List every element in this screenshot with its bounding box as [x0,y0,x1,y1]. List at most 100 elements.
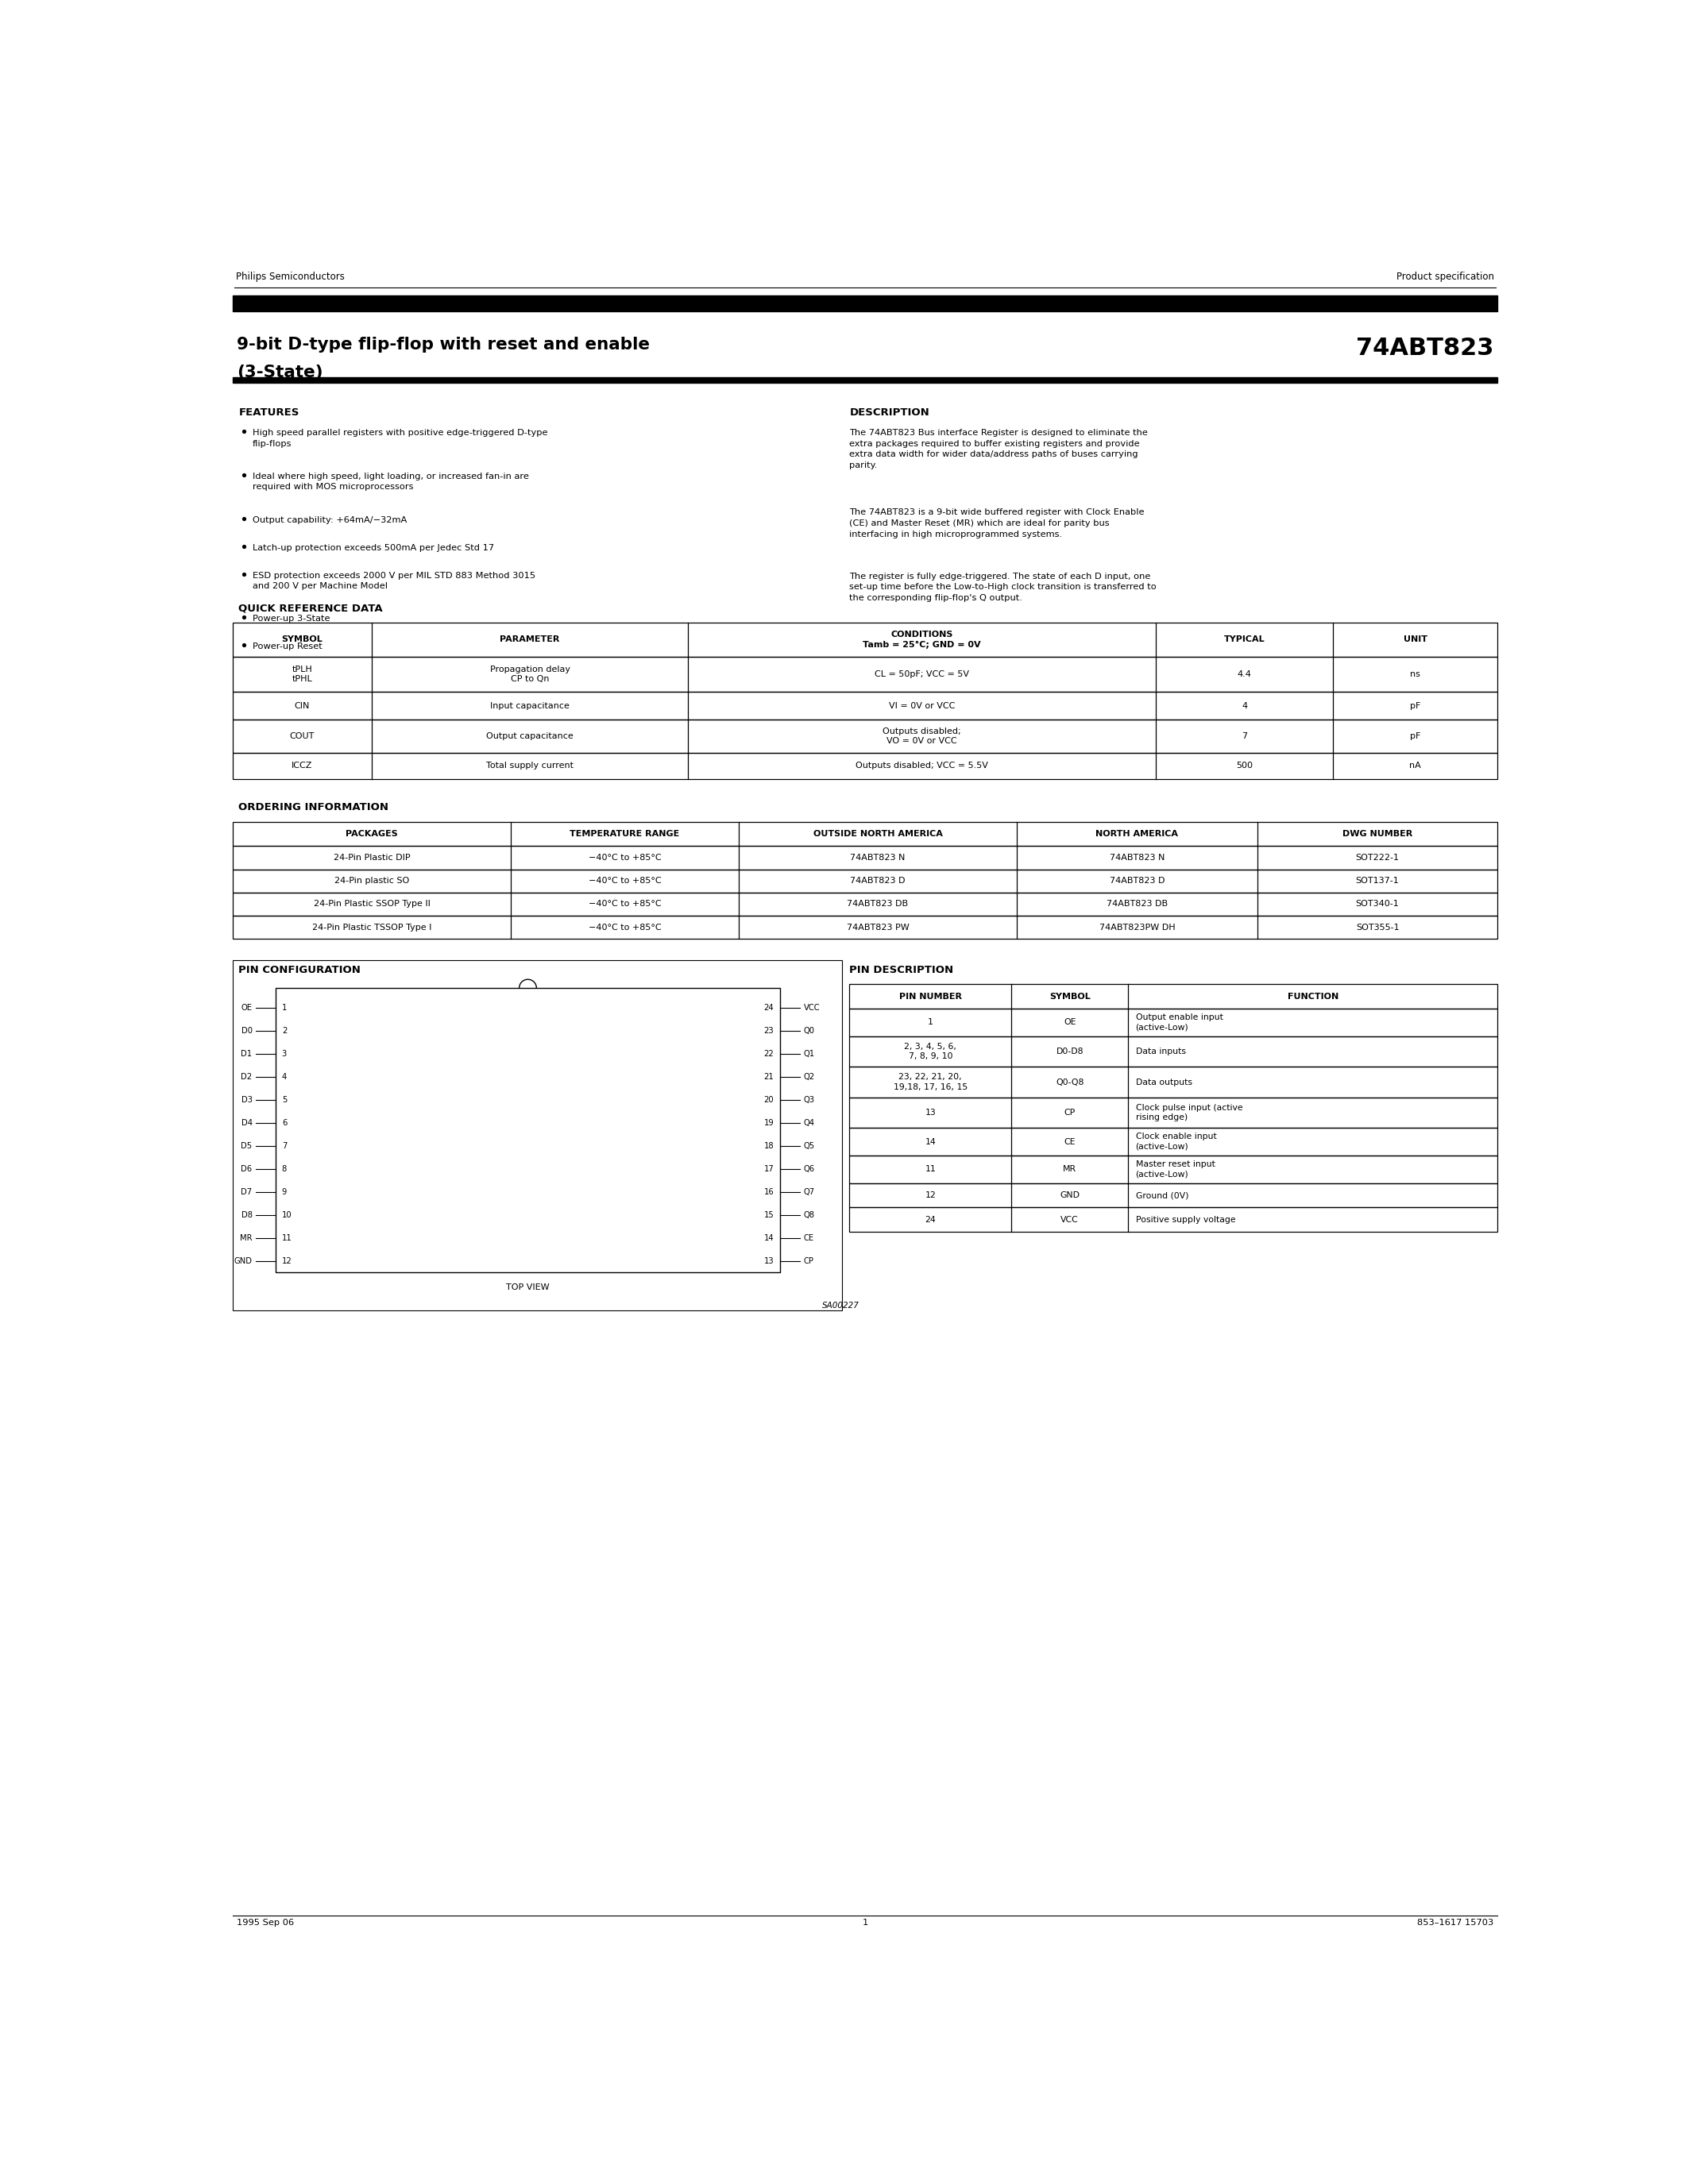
Text: 13: 13 [925,1109,935,1116]
Bar [233,869,1497,893]
Text: 2: 2 [282,1026,287,1035]
Text: Q8: Q8 [803,1212,815,1219]
Text: 11: 11 [925,1166,935,1173]
Text: ns: ns [1409,670,1421,679]
Text: 1995 Sep 06: 1995 Sep 06 [236,1920,294,1926]
Text: 23: 23 [765,1026,773,1035]
Text: SA00227: SA00227 [822,1302,859,1310]
Text: −40°C to +85°C: −40°C to +85°C [589,854,662,863]
Text: D0-D8: D0-D8 [1057,1048,1084,1055]
Text: MR: MR [240,1234,252,1243]
Text: Philips Semiconductors: Philips Semiconductors [236,271,344,282]
Text: The register is fully edge-triggered. The state of each D input, one
set-up time: The register is fully edge-triggered. Th… [849,572,1156,603]
Bar [233,753,1497,780]
Text: Positive supply voltage: Positive supply voltage [1136,1216,1236,1223]
Text: 2, 3, 4, 5, 6,
7, 8, 9, 10: 2, 3, 4, 5, 6, 7, 8, 9, 10 [905,1042,957,1061]
Text: 17: 17 [763,1164,773,1173]
Text: 15: 15 [763,1212,773,1219]
Text: COUT: COUT [290,732,314,740]
Text: 24: 24 [925,1216,935,1223]
Text: 7: 7 [282,1142,287,1151]
Text: SOT340-1: SOT340-1 [1355,900,1399,909]
Text: Q0: Q0 [803,1026,815,1035]
Text: 4: 4 [1242,701,1247,710]
Text: 7: 7 [1242,732,1247,740]
Text: 74ABT823 DB: 74ABT823 DB [847,900,908,909]
Text: 19: 19 [763,1118,773,1127]
Text: D5: D5 [241,1142,252,1151]
Text: D3: D3 [241,1096,252,1103]
Text: Q2: Q2 [803,1072,815,1081]
Text: 14: 14 [765,1234,773,1243]
Text: OUTSIDE NORTH AMERICA: OUTSIDE NORTH AMERICA [814,830,942,839]
Text: Latch-up protection exceeds 500mA per Jedec Std 17: Latch-up protection exceeds 500mA per Je… [252,544,495,553]
Text: 74ABT823: 74ABT823 [1355,336,1494,360]
Text: NORTH AMERICA: NORTH AMERICA [1096,830,1178,839]
Text: CL = 50pF; VCC = 5V: CL = 50pF; VCC = 5V [874,670,969,679]
Text: OE: OE [1063,1018,1075,1026]
Text: PIN DESCRIPTION: PIN DESCRIPTION [849,965,954,974]
Text: High speed parallel registers with positive edge-triggered D-type
flip-flops: High speed parallel registers with posit… [252,428,547,448]
Bar [233,657,1497,692]
Text: 6: 6 [282,1118,287,1127]
Text: 20: 20 [765,1096,773,1103]
Text: Q1: Q1 [803,1051,815,1057]
Text: 18: 18 [765,1142,773,1151]
Text: 12: 12 [925,1190,935,1199]
Text: D6: D6 [241,1164,252,1173]
Text: TOP VIEW: TOP VIEW [506,1284,550,1291]
Text: Total supply current: Total supply current [486,762,574,771]
Text: 74ABT823 D: 74ABT823 D [851,878,905,885]
Text: 74ABT823 N: 74ABT823 N [851,854,905,863]
Text: SOT222-1: SOT222-1 [1355,854,1399,863]
Text: CP: CP [1063,1109,1075,1116]
Text: 16: 16 [763,1188,773,1197]
Bar [849,1096,1497,1127]
Text: Power-up 3-State: Power-up 3-State [252,616,329,622]
Text: pF: pF [1409,701,1421,710]
Text: DESCRIPTION: DESCRIPTION [849,408,930,417]
Text: Q4: Q4 [803,1118,815,1127]
Bar [233,692,1497,719]
Text: Power-up Reset: Power-up Reset [252,642,322,651]
Bar [849,1035,1497,1066]
Text: 1: 1 [863,1920,868,1926]
Text: 9-bit D-type flip-flop with reset and enable: 9-bit D-type flip-flop with reset and en… [236,336,650,352]
Text: CIN: CIN [294,701,311,710]
Text: 21: 21 [763,1072,773,1081]
Text: CE: CE [1063,1138,1075,1147]
Text: ESD protection exceeds 2000 V per MIL STD 883 Method 3015
and 200 V per Machine : ESD protection exceeds 2000 V per MIL ST… [252,572,535,590]
Text: 5: 5 [282,1096,287,1103]
Text: GND: GND [235,1258,252,1265]
Text: −40°C to +85°C: −40°C to +85°C [589,878,662,885]
Text: 22: 22 [763,1051,773,1057]
Text: Clock enable input
(active-Low): Clock enable input (active-Low) [1136,1133,1217,1151]
Text: SOT355-1: SOT355-1 [1355,924,1399,930]
Text: OE: OE [241,1005,252,1011]
Text: 74ABT823 D: 74ABT823 D [1109,878,1165,885]
Text: 1: 1 [928,1018,933,1026]
Text: FEATURES: FEATURES [238,408,299,417]
Text: 9: 9 [282,1188,287,1197]
Bar [849,1155,1497,1184]
Text: TYPICAL: TYPICAL [1224,636,1264,644]
Text: PIN CONFIGURATION: PIN CONFIGURATION [238,965,361,974]
Text: 24: 24 [765,1005,773,1011]
Text: 74ABT823 PW: 74ABT823 PW [846,924,910,930]
Text: D8: D8 [241,1212,252,1219]
Text: Q7: Q7 [803,1188,815,1197]
Text: 23, 22, 21, 20,
19,18, 17, 16, 15: 23, 22, 21, 20, 19,18, 17, 16, 15 [893,1072,967,1092]
Text: Clock pulse input (active
rising edge): Clock pulse input (active rising edge) [1136,1103,1242,1123]
Text: Data inputs: Data inputs [1136,1048,1185,1055]
Bar [233,915,1497,939]
Text: FUNCTION: FUNCTION [1288,992,1339,1000]
Text: 24-Pin Plastic TSSOP Type I: 24-Pin Plastic TSSOP Type I [312,924,432,930]
Bar [849,1066,1497,1096]
Text: UNIT: UNIT [1403,636,1428,644]
Text: SOT137-1: SOT137-1 [1355,878,1399,885]
Text: D7: D7 [241,1188,252,1197]
Bar [233,378,1497,382]
Text: PARAMETER: PARAMETER [500,636,560,644]
Text: (3-State): (3-State) [236,365,322,380]
Text: The 74ABT823 is a 9-bit wide buffered register with Clock Enable
(CE) and Master: The 74ABT823 is a 9-bit wide buffered re… [849,509,1144,537]
